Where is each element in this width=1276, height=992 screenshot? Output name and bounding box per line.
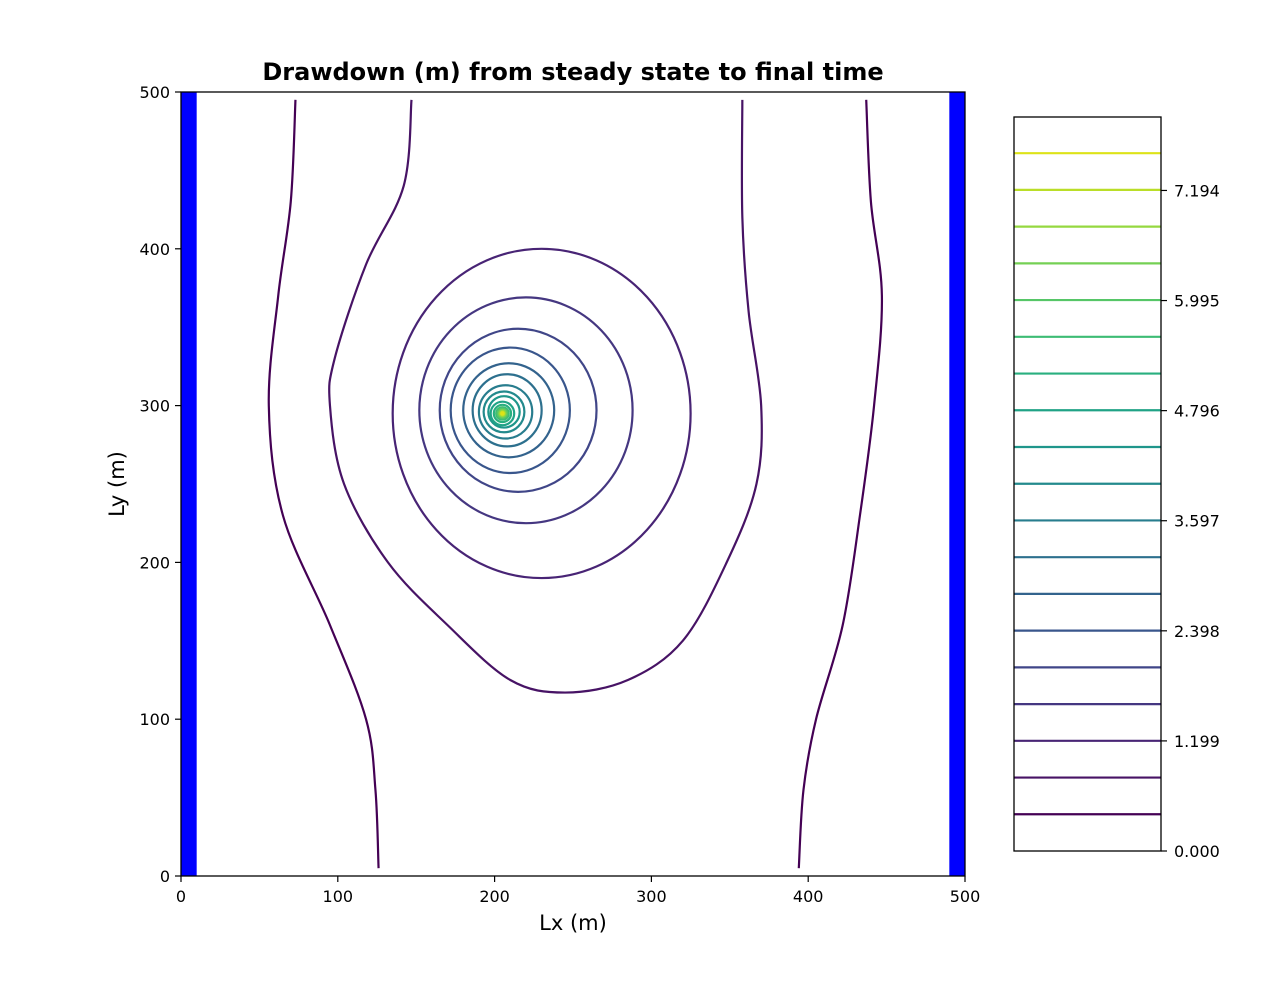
colorbar-tick-label: 2.398	[1174, 622, 1220, 641]
x-axis-label: Lx (m)	[539, 911, 607, 935]
constant-head-boundary-right	[949, 92, 965, 876]
plot-area: 0 100 200 300 400 500 0 100 200 300 400 500	[139, 83, 980, 906]
contour-line-open-0	[267, 99, 380, 869]
y-tick-label: 500	[139, 83, 170, 102]
colorbar-tick-label: 0.000	[1174, 842, 1220, 861]
contour-line-closed-16	[500, 411, 505, 416]
contour-line-open-1	[797, 99, 884, 869]
contour-line-open-2	[328, 99, 763, 694]
contour-line-closed-7	[482, 390, 526, 434]
contour-line-closed-4	[462, 362, 556, 459]
contour-line-closed-9	[489, 400, 516, 427]
contour-line-closed-2	[438, 327, 598, 493]
constant-head-boundary-left	[181, 92, 197, 876]
x-tick-label: 100	[323, 887, 354, 906]
contour-line-closed-8	[487, 395, 521, 429]
contour-line-closed-6	[477, 384, 534, 440]
y-axis-label: Ly (m)	[105, 451, 129, 517]
chart-title: Drawdown (m) from steady state to final …	[262, 58, 883, 86]
x-tick-label: 300	[636, 887, 667, 906]
colorbar-tick-label: 3.597	[1174, 512, 1220, 531]
contour-line-closed-10	[492, 403, 513, 424]
x-tick-label: 400	[793, 887, 824, 906]
colorbar: 0.000 1.199 2.398 3.597 4.796 5.995 7.194	[1013, 116, 1220, 861]
colorbar-tick-label: 1.199	[1174, 732, 1220, 751]
y-tick-label: 100	[139, 710, 170, 729]
x-tick-label: 200	[479, 887, 510, 906]
contour-line-closed-3	[449, 346, 571, 475]
colorbar-frame	[1013, 116, 1162, 852]
contour-line-closed-1	[418, 296, 634, 525]
contour-line-closed-5	[471, 373, 543, 448]
colorbar-tick-label: 7.194	[1174, 181, 1220, 200]
x-tick-label: 0	[176, 887, 186, 906]
y-tick-label: 200	[139, 553, 170, 572]
y-tick-label: 300	[139, 397, 170, 416]
contour-line-closed-12	[496, 407, 509, 420]
colorbar-tick-label: 4.796	[1174, 402, 1220, 421]
colorbar-tick-label: 5.995	[1174, 292, 1220, 311]
contour-line-closed-0	[391, 247, 692, 580]
contour-line-closed-11	[495, 406, 510, 421]
axes-frame	[180, 91, 966, 877]
x-tick-label: 500	[950, 887, 981, 906]
y-tick-label: 0	[160, 867, 170, 886]
y-tick-label: 400	[139, 240, 170, 259]
